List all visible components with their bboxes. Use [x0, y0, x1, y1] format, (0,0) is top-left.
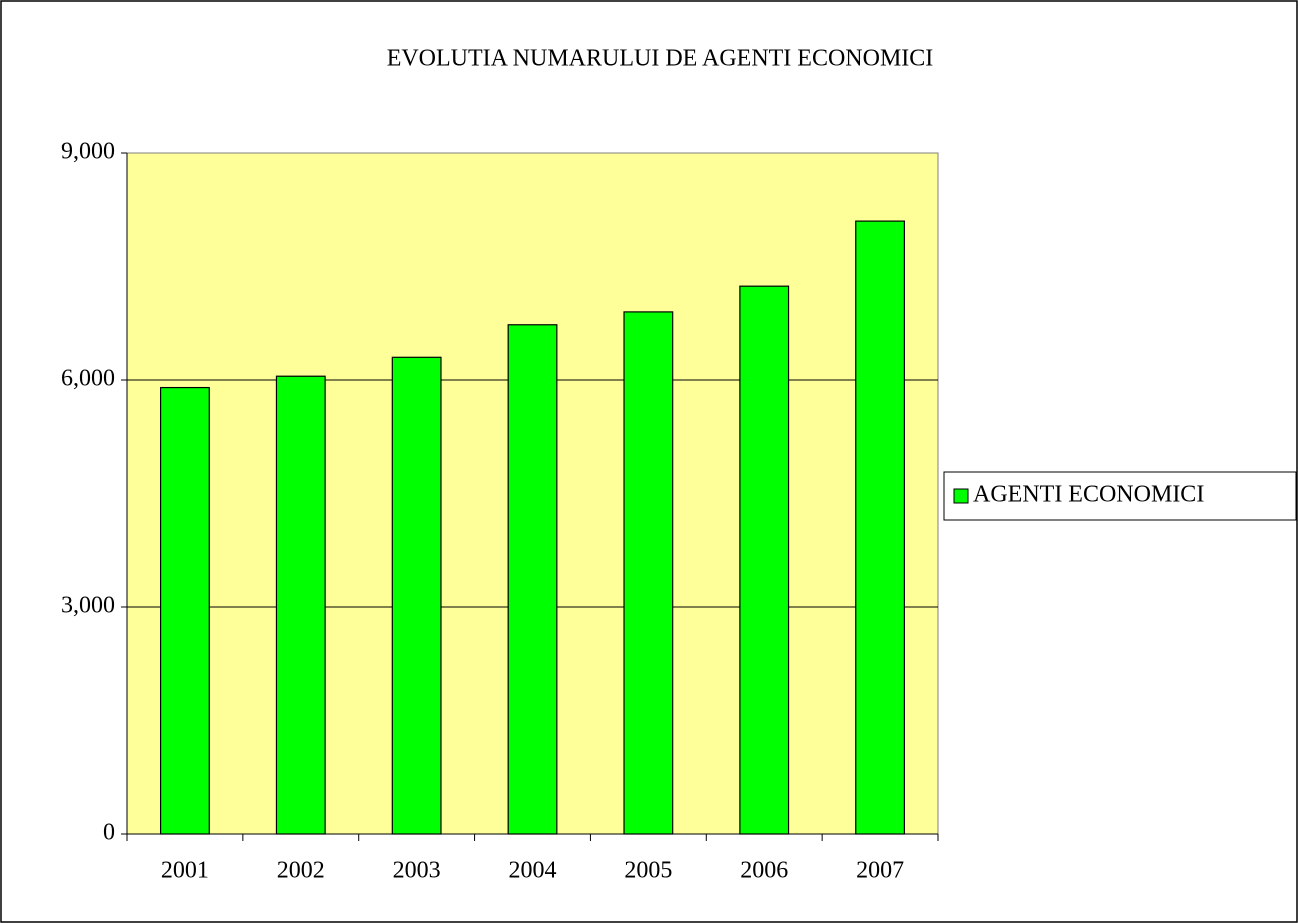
y-tick-label: 3,000: [61, 593, 115, 619]
x-tick-label: 2006: [740, 858, 788, 884]
y-tick-label: 0: [103, 820, 115, 846]
x-tick-label: 2007: [856, 858, 904, 884]
legend-label: AGENTI ECONOMICI: [973, 482, 1204, 508]
y-tick-label: 9,000: [61, 139, 115, 165]
bar: [391, 356, 442, 835]
bar: [275, 375, 326, 835]
x-tick-label: 2001: [161, 858, 209, 884]
y-tick-label: 6,000: [61, 366, 115, 392]
x-tick-label: 2005: [624, 858, 672, 884]
legend-swatch: [953, 488, 969, 504]
bar: [159, 386, 210, 835]
bar: [623, 311, 674, 835]
bar: [739, 285, 790, 835]
bar: [507, 324, 558, 835]
bar: [855, 220, 906, 835]
x-tick-label: 2003: [393, 858, 441, 884]
legend-box: [943, 471, 1297, 521]
chart-title: EVOLUTIA NUMARULUI DE AGENTI ECONOMICI: [387, 46, 934, 72]
x-tick-label: 2002: [277, 858, 325, 884]
x-tick-label: 2004: [509, 858, 557, 884]
